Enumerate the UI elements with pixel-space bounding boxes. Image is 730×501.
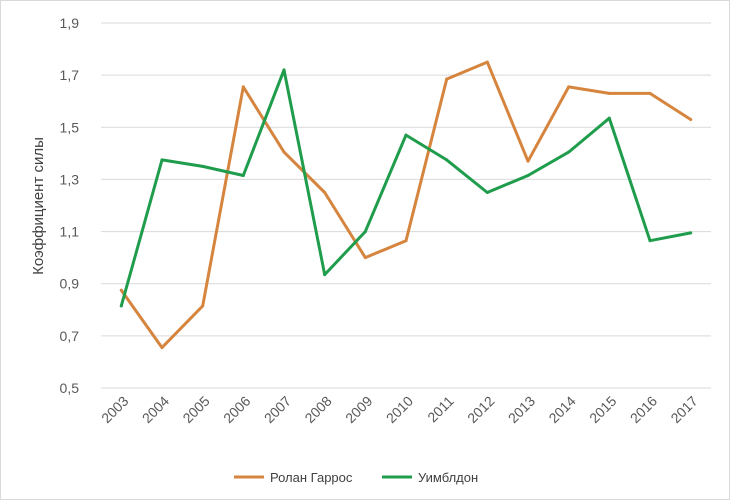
series-lines (119, 60, 693, 350)
data-point (404, 133, 408, 137)
data-point (607, 116, 611, 120)
data-point (160, 346, 164, 350)
data-point (445, 158, 449, 162)
x-tick-label: 2006 (220, 393, 253, 426)
legend: Ролан Гаррос Уимблдон (234, 470, 478, 485)
x-tick-label: 2013 (505, 393, 538, 426)
x-tick-label: 2004 (139, 393, 172, 426)
data-point (648, 91, 652, 95)
legend-label: Уимблдон (418, 470, 478, 485)
data-point (119, 304, 123, 308)
series-line-1 (119, 60, 693, 350)
data-point (119, 288, 123, 292)
x-tick-label: 2010 (383, 393, 416, 426)
data-point (526, 174, 530, 178)
data-point (282, 68, 286, 72)
data-point (323, 273, 327, 277)
y-tick-label: 0,5 (60, 380, 80, 396)
data-point (526, 159, 530, 163)
x-tick-label: 2015 (586, 393, 619, 426)
data-point (282, 150, 286, 154)
y-tick-label: 1,1 (60, 224, 80, 240)
data-point (323, 190, 327, 194)
x-tick-label: 2008 (301, 393, 334, 426)
y-axis-tick-labels: 0,5 0,7 0,9 1,1 1,3 1,5 1,7 1,9 (60, 15, 80, 396)
data-point (241, 174, 245, 178)
x-tick-label: 2011 (424, 393, 457, 426)
x-tick-label: 2014 (545, 393, 578, 426)
data-point (485, 60, 489, 64)
data-point (689, 117, 693, 121)
data-point (201, 164, 205, 168)
data-point (241, 85, 245, 89)
x-tick-label: 2005 (179, 393, 212, 426)
data-point (689, 231, 693, 235)
x-tick-label: 2017 (667, 393, 700, 426)
y-tick-label: 1,9 (60, 15, 80, 31)
x-tick-label: 2012 (464, 393, 497, 426)
data-point (567, 150, 571, 154)
data-point (404, 239, 408, 243)
data-point (160, 158, 164, 162)
data-point (567, 85, 571, 89)
x-tick-label: 2003 (98, 393, 131, 426)
data-point (363, 230, 367, 234)
x-tick-label: 2016 (627, 393, 660, 426)
data-point (607, 91, 611, 95)
y-tick-label: 1,3 (60, 171, 80, 187)
data-point (201, 304, 205, 308)
gridlines (101, 22, 711, 389)
legend-label: Ролан Гаррос (270, 470, 353, 485)
y-tick-label: 0,9 (60, 276, 80, 292)
series-line-2 (119, 68, 693, 308)
data-point (445, 77, 449, 81)
data-point (485, 190, 489, 194)
y-tick-label: 0,7 (60, 328, 80, 344)
x-axis-tick-labels: 2003 2004 2005 2006 2007 2008 2009 2010 2011 2012… (98, 393, 701, 426)
x-tick-label: 2007 (261, 393, 294, 426)
data-point (363, 256, 367, 260)
x-tick-label: 2009 (342, 393, 375, 426)
y-tick-label: 1,7 (60, 67, 80, 83)
data-point (648, 239, 652, 243)
y-tick-label: 1,5 (60, 119, 80, 135)
y-axis-title: Коэффициент силы (30, 137, 47, 275)
